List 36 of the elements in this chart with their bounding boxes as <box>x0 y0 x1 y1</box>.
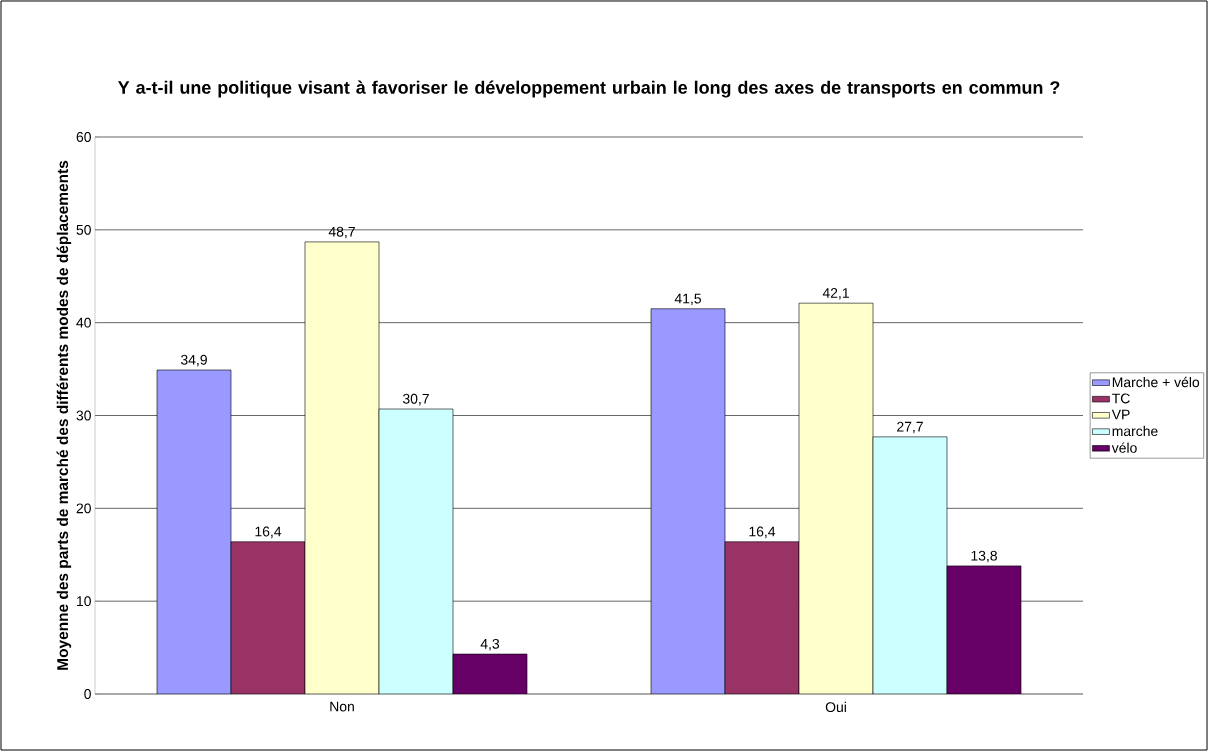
legend-label: marche <box>1112 425 1158 437</box>
data-label: 16,4 <box>749 526 776 539</box>
legend-label: Marche + vélo <box>1112 376 1200 388</box>
y-tick-label: 30 <box>76 410 91 421</box>
bar <box>872 436 948 694</box>
x-tick-label: Oui <box>825 701 846 713</box>
data-label: 30,7 <box>402 393 429 406</box>
bar <box>378 408 454 694</box>
data-label: 13,8 <box>971 550 997 563</box>
y-tick-label: 10 <box>77 596 91 607</box>
y-tick-label: 50 <box>76 224 91 235</box>
data-label: 42,1 <box>822 288 849 300</box>
data-label: 48,7 <box>328 226 355 239</box>
legend-label: VP <box>1111 409 1130 420</box>
chart-title: Y a-t-il une politique visant à favoriser le développement urbain le long des axes de transports en commun ? <box>117 80 1060 98</box>
data-label: 27,7 <box>897 421 923 434</box>
data-label: 41,5 <box>674 293 701 306</box>
data-label: 4,3 <box>480 638 500 651</box>
data-label: 34,9 <box>180 354 207 367</box>
data-label: 16,4 <box>255 526 282 539</box>
y-tick-label: 0 <box>84 689 91 699</box>
bar <box>798 302 874 694</box>
bar <box>724 541 800 694</box>
y-tick-label: 20 <box>76 503 91 514</box>
bar <box>650 308 726 694</box>
y-axis-title: Moyenne des parts de marché des différents modes de déplacements <box>56 160 72 670</box>
bar <box>946 565 1022 694</box>
x-tick-label: Non <box>330 701 354 712</box>
bar <box>156 369 232 694</box>
legend-label: TC <box>1112 393 1130 404</box>
legend-label: vélo <box>1111 442 1137 453</box>
y-tick-label: 60 <box>76 132 91 142</box>
bar <box>304 241 380 694</box>
bar <box>230 541 306 694</box>
y-tick-label: 40 <box>76 317 91 328</box>
bar <box>452 653 528 694</box>
